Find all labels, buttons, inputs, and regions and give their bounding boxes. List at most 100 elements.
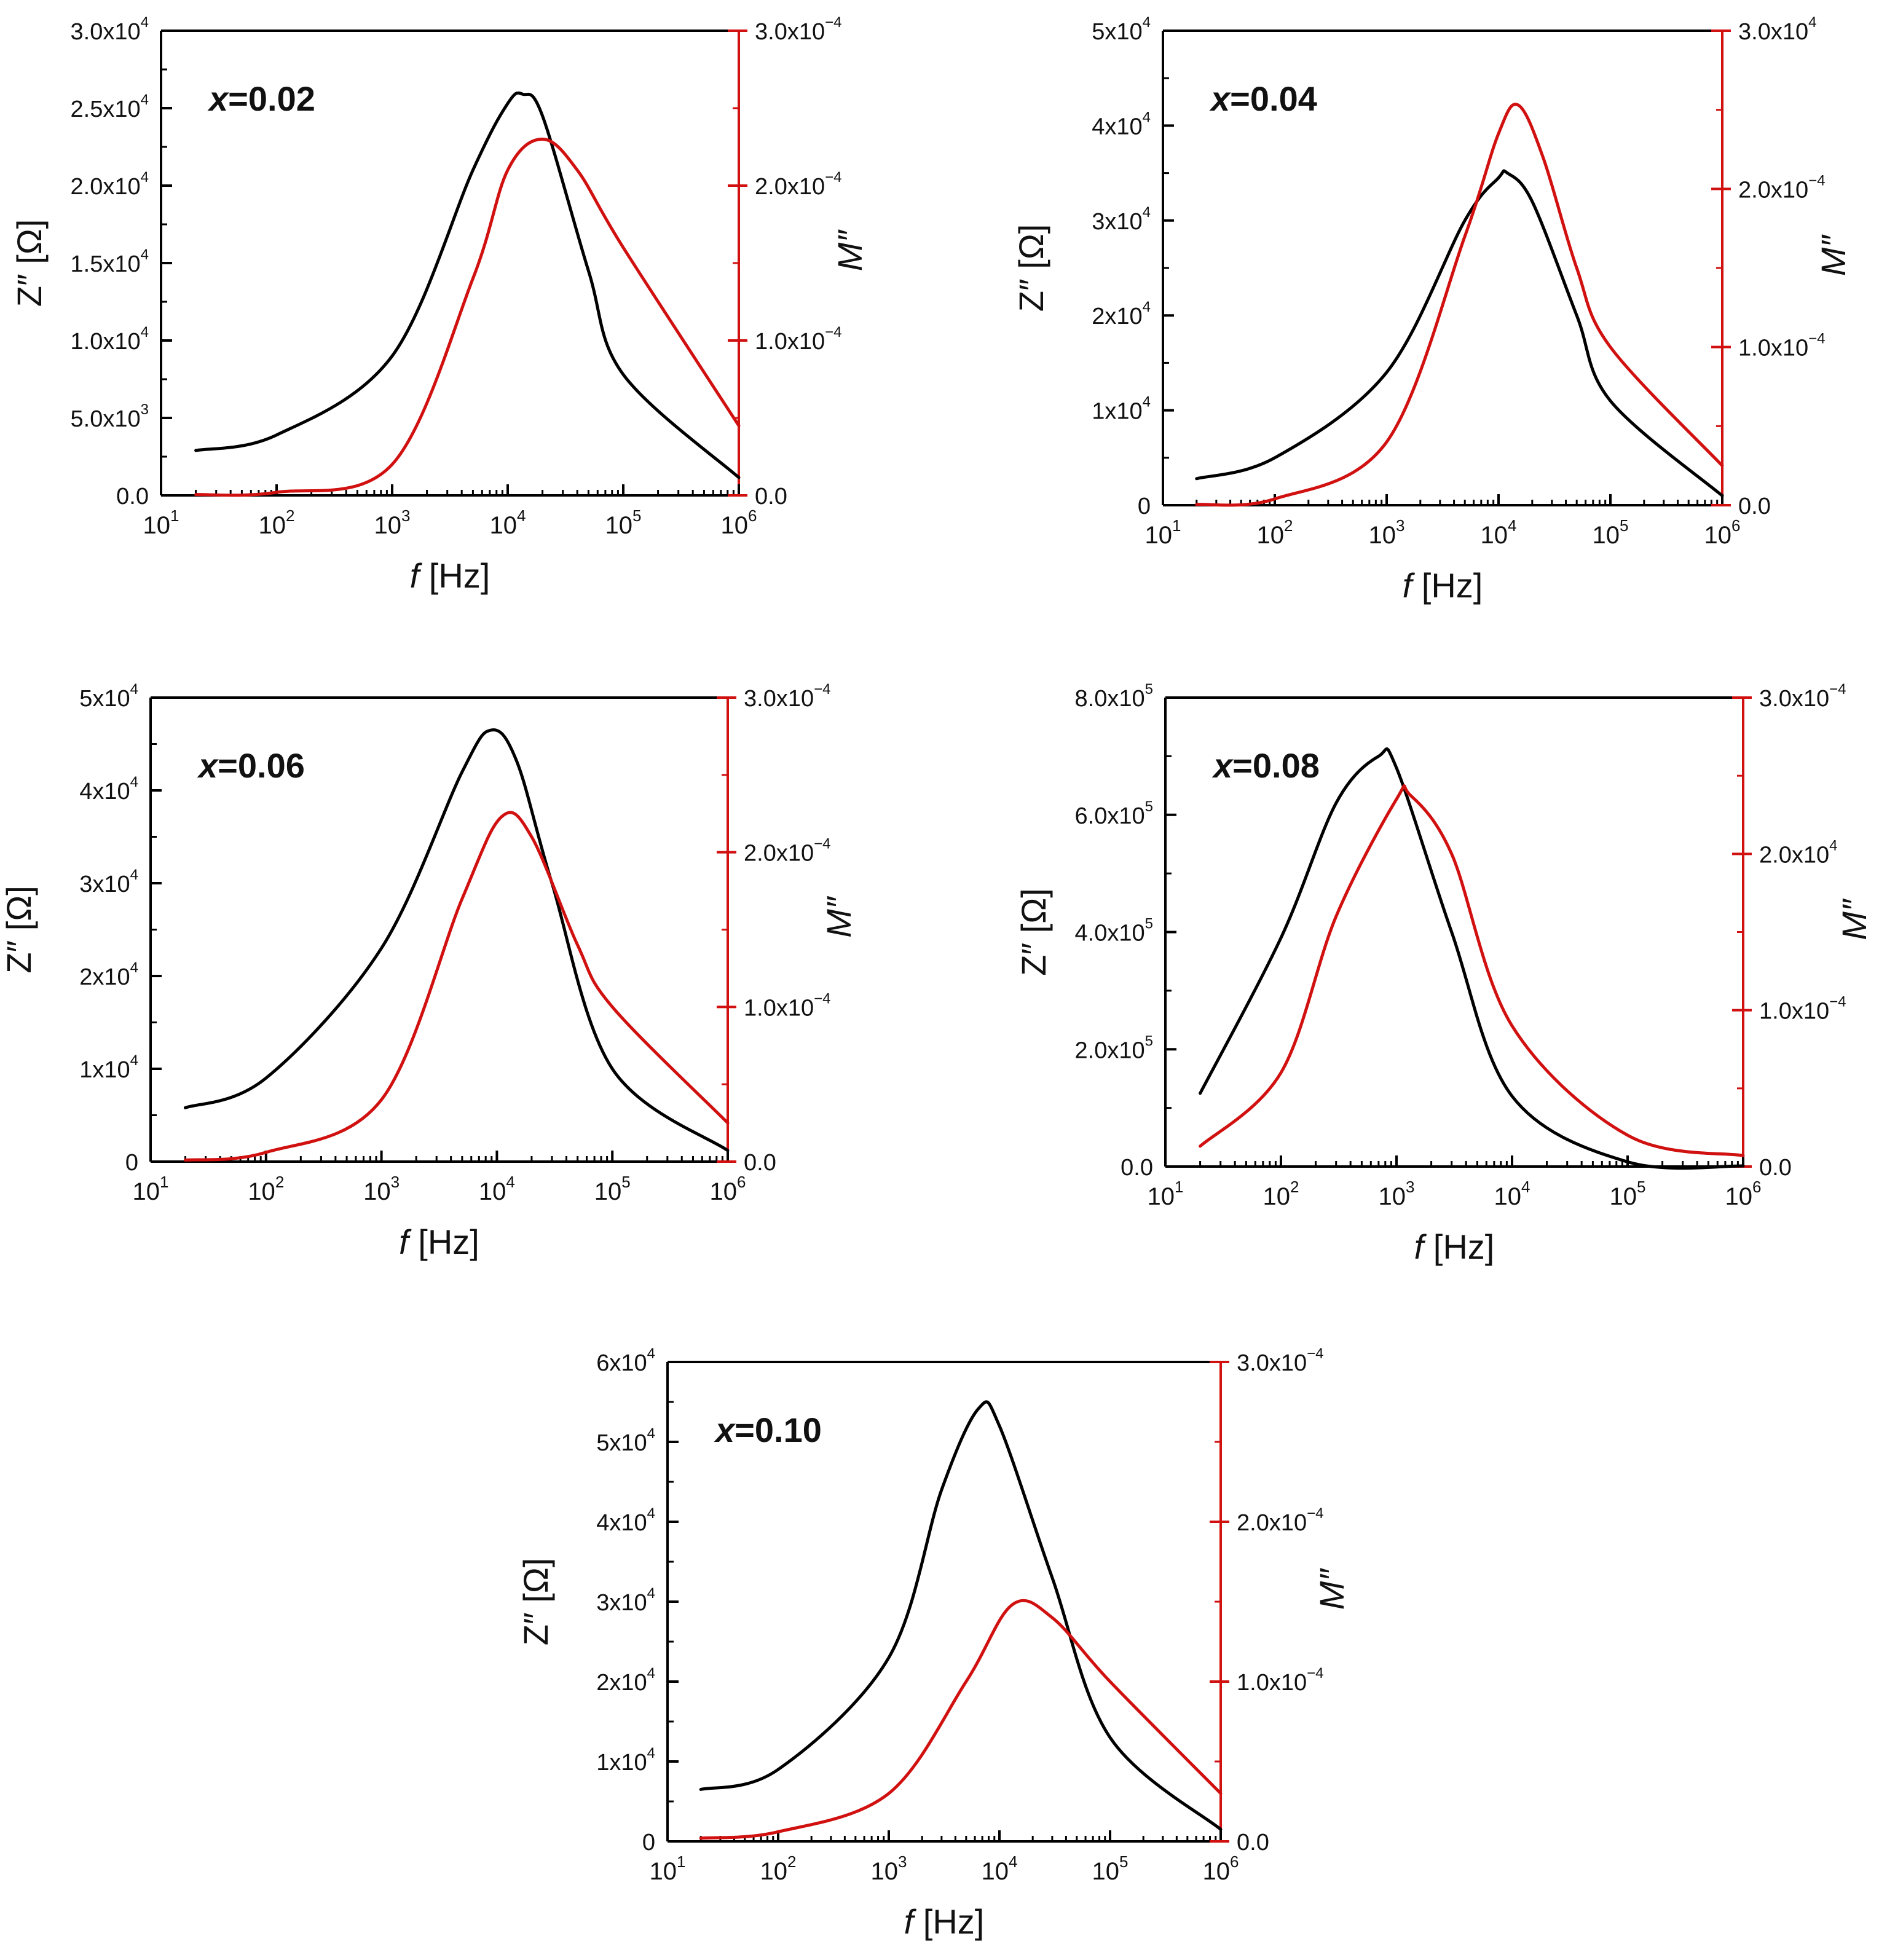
y-left-axis-title: Z″ [Ω] bbox=[0, 886, 38, 974]
tick-base: 4x10 bbox=[1092, 114, 1142, 140]
tick-base: 10 bbox=[1481, 522, 1508, 549]
y-left-tick-label: 1x104 bbox=[79, 1052, 138, 1083]
x-tick-label: 105 bbox=[605, 506, 642, 539]
y-right-tick-label: 0.0 bbox=[1738, 494, 1771, 519]
tick-base: 0.0 bbox=[744, 1150, 776, 1176]
x-tick-label: 101 bbox=[650, 1852, 686, 1885]
x-tick-label: 105 bbox=[1610, 1178, 1646, 1210]
y-left-tick-label: 0 bbox=[642, 1830, 655, 1856]
y-left-tick-label: 5x104 bbox=[596, 1425, 655, 1456]
panel-label: x=0.08 bbox=[1211, 746, 1320, 785]
tick-base: 2.5x10 bbox=[71, 96, 141, 122]
x-tick-label: 101 bbox=[1145, 516, 1181, 549]
tick-exponent: −4 bbox=[1307, 1665, 1323, 1682]
y-left-tick-label: 6x104 bbox=[596, 1345, 655, 1376]
tick-base: 10 bbox=[721, 512, 749, 539]
panel-label-value: =0.08 bbox=[1232, 746, 1320, 785]
y-right-axis-title: M″ bbox=[1312, 1568, 1351, 1610]
y-right-tick-label: 0.0 bbox=[1759, 1155, 1792, 1181]
tick-exponent: 4 bbox=[130, 959, 138, 976]
panel-label-variable: x bbox=[714, 1411, 736, 1449]
x-tick-label: 104 bbox=[479, 1173, 515, 1205]
tick-base: 1x10 bbox=[596, 1750, 647, 1776]
panel-label-value: =0.10 bbox=[735, 1411, 822, 1449]
tick-base: 3.0x10 bbox=[744, 686, 814, 712]
x-tick-label: 102 bbox=[248, 1173, 284, 1205]
tick-exponent: 4 bbox=[141, 324, 149, 340]
y-left-tick-label: 2.5x104 bbox=[71, 92, 149, 122]
x-tick-label: 106 bbox=[721, 506, 757, 539]
tick-base: 10 bbox=[259, 512, 286, 539]
panel-label-value: =0.02 bbox=[228, 79, 315, 118]
tick-base: 0.0 bbox=[1237, 1830, 1269, 1856]
y-left-tick-label: 8.0x105 bbox=[1075, 681, 1153, 712]
tick-base: 0.0 bbox=[1121, 1155, 1153, 1181]
tick-exponent: 3 bbox=[898, 1852, 907, 1871]
x-tick-label: 102 bbox=[259, 506, 295, 539]
tick-exponent: 4 bbox=[141, 14, 149, 31]
tick-exponent: 4 bbox=[130, 774, 138, 790]
tick-exponent: 1 bbox=[1172, 516, 1181, 535]
tick-exponent: 4 bbox=[1143, 109, 1151, 125]
tick-exponent: 6 bbox=[737, 1173, 746, 1191]
m-series-line bbox=[184, 811, 730, 1162]
panel-label-variable: x bbox=[1211, 746, 1234, 785]
tick-base: 10 bbox=[594, 1178, 622, 1205]
y-right-tick-label: 0.0 bbox=[755, 484, 787, 510]
y-left-axis-title: Z″ [Ω] bbox=[516, 1558, 555, 1646]
tick-base: 1.0x10 bbox=[1237, 1670, 1307, 1696]
y-left-tick-label: 4.0x105 bbox=[1075, 916, 1153, 947]
tick-base: 5.0x10 bbox=[71, 406, 141, 432]
tick-base: 0.0 bbox=[1759, 1155, 1792, 1181]
y-left-axis-title: Z″ [Ω] bbox=[1012, 224, 1050, 312]
tick-exponent: −4 bbox=[825, 324, 841, 340]
x-axis-title: f [Hz] bbox=[1414, 1227, 1495, 1266]
y-left-tick-label: 3x104 bbox=[1092, 204, 1151, 235]
x-axis-title: f [Hz] bbox=[410, 556, 490, 595]
y-left-tick-label: 5x104 bbox=[79, 681, 138, 712]
tick-exponent: 1 bbox=[160, 1173, 168, 1191]
y-left-axis-title: Z″ [Ω] bbox=[1014, 888, 1053, 976]
tick-base: 2x10 bbox=[596, 1670, 647, 1696]
z-series-line bbox=[194, 91, 741, 479]
x-axis-title: f [Hz] bbox=[1403, 566, 1483, 605]
m-series-line bbox=[1195, 103, 1724, 507]
y-right-tick-label: 3.0x10−4 bbox=[1237, 1345, 1323, 1376]
x-tick-label: 102 bbox=[1263, 1178, 1299, 1210]
tick-exponent: −4 bbox=[825, 169, 841, 186]
y-right-tick-label: 3.0x10−4 bbox=[744, 681, 830, 712]
tick-exponent: 4 bbox=[647, 1665, 655, 1682]
tick-base: 0.0 bbox=[755, 484, 787, 510]
y-right-tick-label: 0.0 bbox=[1237, 1830, 1269, 1856]
tick-base: 0 bbox=[1138, 494, 1151, 519]
tick-exponent: 4 bbox=[1143, 299, 1151, 315]
y-left-tick-label: 3x104 bbox=[596, 1585, 655, 1616]
panel-label: x=0.04 bbox=[1209, 79, 1317, 118]
y-left-tick-label: 1x104 bbox=[1092, 394, 1151, 425]
panel-label: x=0.10 bbox=[714, 1411, 822, 1449]
x-tick-label: 101 bbox=[133, 1173, 169, 1205]
tick-base: 2.0x10 bbox=[744, 841, 814, 867]
tick-exponent: 6 bbox=[1230, 1852, 1239, 1871]
x-tick-label: 104 bbox=[1494, 1178, 1530, 1210]
tick-base: 2x10 bbox=[1092, 304, 1142, 329]
panel-label-value: =0.06 bbox=[218, 746, 305, 785]
tick-exponent: 4 bbox=[1143, 14, 1151, 31]
tick-exponent: 4 bbox=[141, 92, 149, 108]
tick-base: 3x10 bbox=[79, 872, 130, 897]
tick-base: 10 bbox=[1610, 1183, 1637, 1210]
y-left-tick-label: 2.0x105 bbox=[1075, 1033, 1153, 1063]
tick-exponent: 4 bbox=[1009, 1852, 1017, 1871]
y-right-tick-label: 1.0x10−4 bbox=[744, 990, 830, 1021]
x-tick-label: 103 bbox=[374, 506, 411, 539]
tick-base: 8.0x10 bbox=[1075, 686, 1145, 712]
tick-exponent: 2 bbox=[1290, 1178, 1299, 1196]
tick-base: 10 bbox=[490, 512, 518, 539]
y-left-tick-label: 3x104 bbox=[79, 867, 138, 897]
tick-base: 10 bbox=[605, 512, 633, 539]
y-right-axis-title: M″ bbox=[830, 229, 869, 272]
x-tick-label: 103 bbox=[1379, 1178, 1415, 1210]
x-axis-title: f [Hz] bbox=[399, 1222, 479, 1261]
tick-exponent: 3 bbox=[401, 506, 410, 525]
